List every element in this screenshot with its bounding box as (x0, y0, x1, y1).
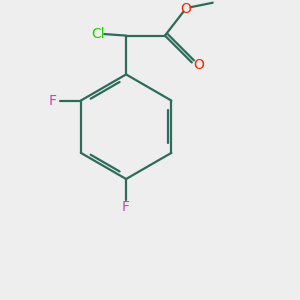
Text: O: O (193, 58, 204, 72)
Text: F: F (122, 200, 130, 214)
Text: F: F (48, 94, 56, 108)
Text: O: O (180, 2, 191, 16)
Text: Cl: Cl (91, 27, 104, 41)
